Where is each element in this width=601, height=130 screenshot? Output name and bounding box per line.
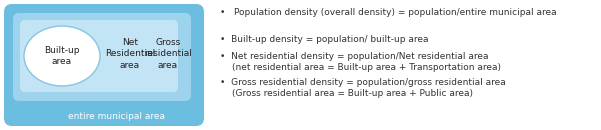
Text: Net
Residential
area: Net Residential area [105, 38, 155, 70]
Text: •  Gross residential density = population/gross residential area: • Gross residential density = population… [220, 78, 506, 87]
Text: •   Population density (overall density) = population/entire municipal area: • Population density (overall density) =… [220, 8, 557, 17]
FancyBboxPatch shape [4, 4, 204, 126]
FancyBboxPatch shape [13, 13, 191, 101]
Text: Built-up
area: Built-up area [44, 46, 80, 66]
Text: •  Built-up density = population/ built-up area: • Built-up density = population/ built-u… [220, 35, 429, 44]
Text: (Gross residential area = Built-up area + Public area): (Gross residential area = Built-up area … [232, 89, 473, 98]
Text: (net residential area = Built-up area + Transportation area): (net residential area = Built-up area + … [232, 63, 501, 72]
Text: Gross
residential
area: Gross residential area [144, 38, 192, 70]
Ellipse shape [24, 26, 100, 86]
FancyBboxPatch shape [20, 20, 178, 92]
Text: •  Net residential density = population/Net residential area: • Net residential density = population/N… [220, 52, 489, 61]
Text: entire municipal area: entire municipal area [67, 112, 165, 121]
